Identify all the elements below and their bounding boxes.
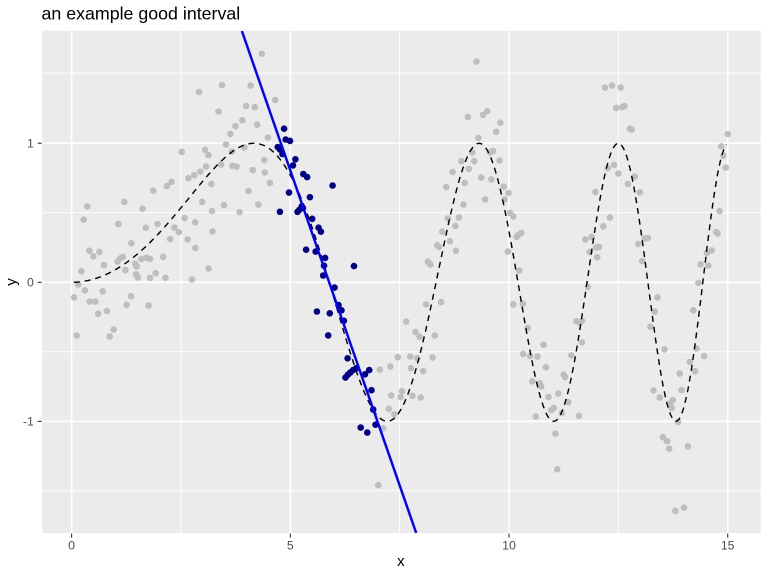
svg-text:5: 5 (287, 539, 294, 553)
svg-text:y: y (3, 278, 20, 286)
svg-text:10: 10 (502, 539, 516, 553)
svg-text:x: x (397, 553, 405, 570)
svg-text:1: 1 (27, 136, 34, 150)
svg-text:0: 0 (27, 275, 34, 289)
svg-text:0: 0 (68, 539, 75, 553)
svg-text:-1: -1 (23, 415, 34, 429)
svg-text:an example good interval: an example good interval (42, 4, 241, 24)
svg-text:15: 15 (721, 539, 735, 553)
